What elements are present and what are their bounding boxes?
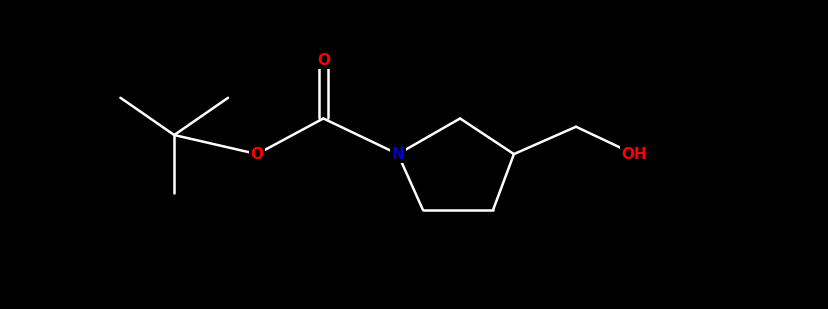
Text: O: O xyxy=(250,146,263,162)
Text: N: N xyxy=(391,146,404,162)
Text: O: O xyxy=(316,53,330,68)
Text: OH: OH xyxy=(620,146,646,162)
